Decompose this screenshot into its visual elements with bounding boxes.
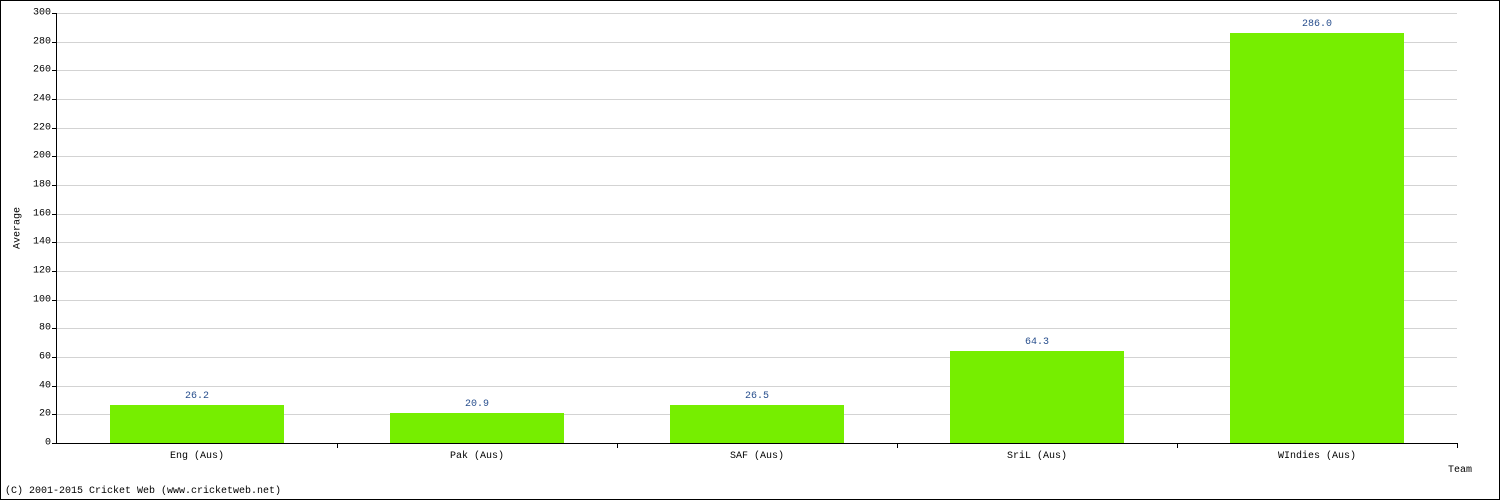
x-tick-mark: [617, 443, 618, 448]
bar-value-label: 64.3: [1025, 337, 1049, 348]
x-axis-title: Team: [1448, 465, 1472, 476]
y-tick-label: 100: [33, 294, 57, 305]
x-tick-label: Pak (Aus): [450, 443, 504, 462]
x-tick-label: WIndies (Aus): [1278, 443, 1356, 462]
chart-frame: 0 20 40 60 80 100 120 140 160 180 200 220 240 260 280 3…: [0, 0, 1500, 500]
y-tick-label: 120: [33, 266, 57, 277]
y-tick-label: 240: [33, 94, 57, 105]
y-tick-label: 40: [39, 380, 57, 391]
plot-area: 0204060801001201401601802002202402602803…: [56, 13, 1457, 444]
gridline: [57, 13, 1457, 14]
y-tick-label: 80: [39, 323, 57, 334]
bar: [950, 351, 1124, 443]
x-tick-mark: [1457, 443, 1458, 448]
x-tick-label: Eng (Aus): [170, 443, 224, 462]
y-tick-label: 280: [33, 36, 57, 47]
footer-credit: (C) 2001-2015 Cricket Web (www.cricketwe…: [5, 486, 281, 497]
x-tick-label: SAF (Aus): [730, 443, 784, 462]
x-tick-mark: [1177, 443, 1178, 448]
bar: [1230, 33, 1404, 443]
y-tick-label: 60: [39, 352, 57, 363]
bar-value-label: 286.0: [1302, 19, 1332, 30]
y-tick-label: 260: [33, 65, 57, 76]
y-tick-label: 20: [39, 409, 57, 420]
y-tick-label: 140: [33, 237, 57, 248]
bar-value-label: 20.9: [465, 399, 489, 410]
y-axis-title: Average: [13, 207, 24, 249]
y-tick-label: 200: [33, 151, 57, 162]
bar: [670, 405, 844, 443]
bar-value-label: 26.2: [185, 391, 209, 402]
y-tick-label: 160: [33, 208, 57, 219]
bar: [390, 413, 564, 443]
y-tick-label: 180: [33, 180, 57, 191]
x-tick-mark: [337, 443, 338, 448]
x-tick-label: SriL (Aus): [1007, 443, 1067, 462]
y-tick-label: 220: [33, 122, 57, 133]
bar-value-label: 26.5: [745, 391, 769, 402]
y-tick-label: 300: [33, 8, 57, 19]
bar: [110, 405, 284, 443]
x-tick-mark: [897, 443, 898, 448]
y-tick-label: 0: [45, 438, 57, 449]
